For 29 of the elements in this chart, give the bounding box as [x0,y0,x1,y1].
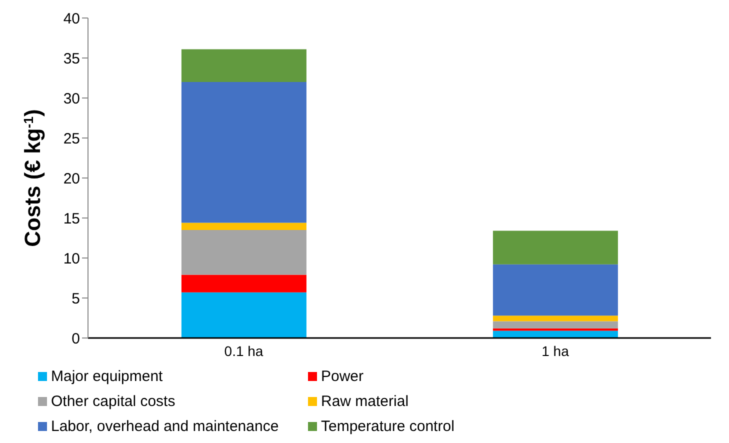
bar [492,321,618,328]
bar [492,330,618,338]
bar [181,292,306,338]
bar [181,49,306,82]
y-tick-label: 30 [63,90,80,108]
y-tick-label: 25 [63,130,80,148]
bar [492,264,618,316]
legend-label: Major equipment [51,368,163,385]
legend-label: Power [321,368,364,385]
legend-label: Temperature control [321,418,454,435]
legend-label: Other capital costs [51,393,176,410]
x-tick-label: 1 ha [542,342,570,359]
bar [181,230,306,275]
y-tick-label: 0 [72,330,80,348]
bar [181,274,306,292]
y-tick-label: 10 [63,250,80,268]
y-tick-label: 15 [63,210,80,228]
y-tick-label: 20 [63,170,80,188]
legend-label: Labor, overhead and maintenance [51,418,279,435]
bar [492,230,618,264]
bar [181,222,306,230]
legend-label: Raw material [321,393,409,410]
y-tick-label: 5 [72,290,80,308]
y-tick-label: 40 [63,10,80,28]
bar [492,328,618,331]
x-tick-label: 0.1 ha [224,342,264,359]
y-tick-label: 35 [63,50,80,68]
bar [492,316,618,322]
bar [181,82,306,223]
